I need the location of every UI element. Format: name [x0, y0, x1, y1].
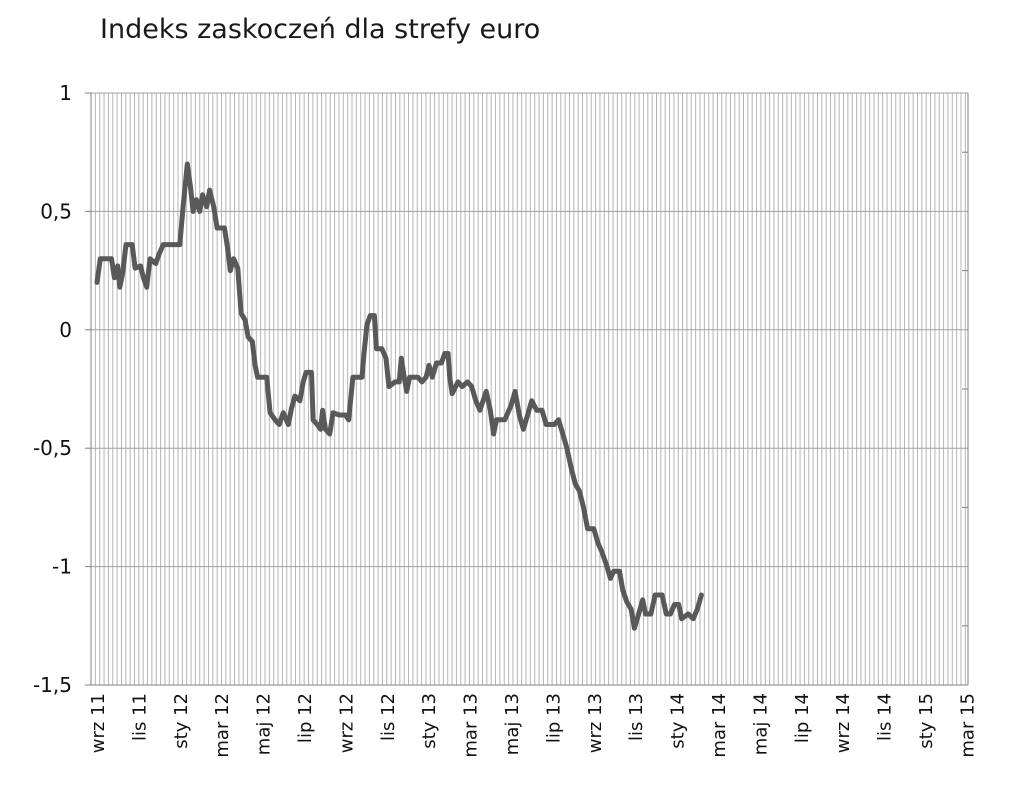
x-tick-label: mar 14	[709, 693, 730, 758]
y-tick-label: -1	[52, 555, 72, 579]
axes	[85, 92, 969, 686]
x-tick-label: sty 14	[668, 693, 689, 749]
x-tick-label: sty 13	[419, 693, 440, 749]
y-tick-label: -0,5	[33, 436, 72, 460]
x-tick-labels: wrz 11 lis 11 sty 12 mar 12 maj 12 lip 12 wrz …	[88, 693, 978, 758]
y-tick-label: 1	[59, 81, 72, 105]
x-tick-label: lip 13	[543, 693, 564, 743]
x-tick-label: wrz 14	[833, 693, 854, 753]
x-tick-label: wrz 11	[88, 693, 109, 753]
x-tick-label: sty 15	[916, 693, 937, 749]
x-tick-label: lip 12	[295, 693, 316, 743]
y-tick-label: 0	[59, 318, 72, 342]
x-tick-label: lip 14	[792, 693, 813, 743]
series-group	[94, 161, 704, 631]
series-line	[94, 161, 704, 631]
x-tick-label: lis 13	[626, 693, 647, 741]
x-tick-label: lis 14	[875, 693, 896, 741]
vertical-gridlines	[94, 93, 966, 685]
chart-title: Indeks zaskoczeń dla strefy euro	[100, 14, 541, 45]
x-tick-label: maj 14	[750, 693, 771, 755]
x-tick-label: mar 12	[212, 693, 233, 758]
x-tick-label: wrz 12	[336, 693, 357, 753]
y-tick-label: -1,5	[33, 673, 72, 697]
x-tick-label: lis 11	[129, 693, 150, 741]
horizontal-gridlines	[91, 92, 968, 686]
x-tick-label: wrz 13	[585, 693, 606, 753]
x-tick-label: mar 13	[461, 693, 482, 758]
x-tick-label: mar 15	[957, 693, 978, 758]
x-tick-label: maj 13	[502, 693, 523, 755]
x-tick-label: sty 12	[171, 693, 192, 749]
y-tick-labels: 1 0,5 0 -0,5 -1 -1,5	[33, 81, 72, 697]
x-tick-label: maj 12	[254, 693, 275, 755]
x-tick-label: lis 12	[378, 693, 399, 741]
y-tick-label: 0,5	[40, 199, 72, 223]
